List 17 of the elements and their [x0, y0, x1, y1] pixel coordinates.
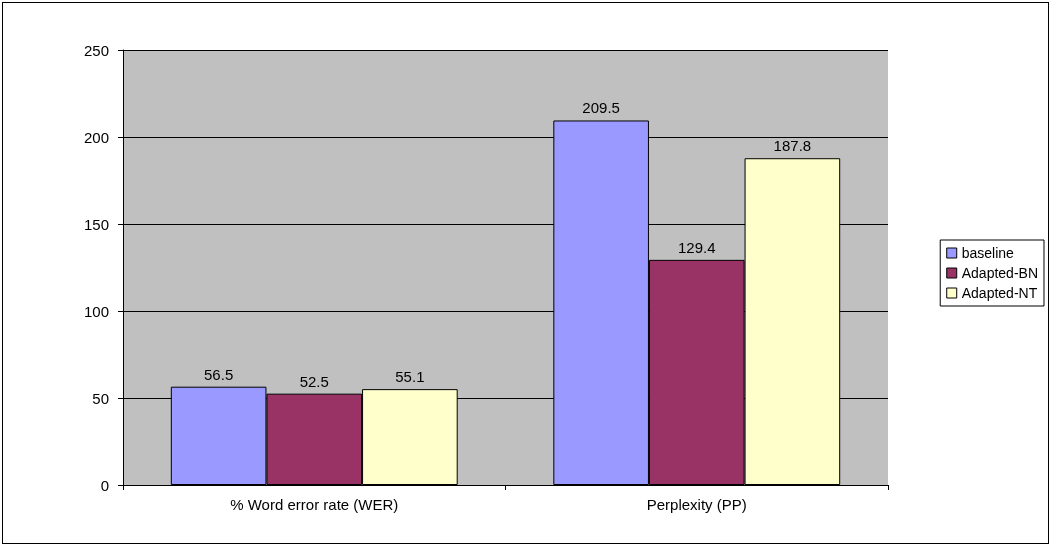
y-tick-label: 0	[100, 476, 109, 494]
y-tick-label: 50	[92, 389, 109, 407]
data-label: 129.4	[677, 238, 716, 256]
y-tick-label: 150	[83, 215, 109, 233]
x-tick-label: Perplexity (PP)	[646, 496, 747, 513]
data-label: 55.1	[395, 368, 425, 386]
y-tick-label: 200	[83, 128, 109, 146]
data-label: 209.5	[582, 99, 620, 117]
legend-label: Adapted-NT	[961, 285, 1038, 301]
y-tick-label: 250	[83, 41, 109, 59]
data-label: 187.8	[773, 137, 812, 155]
legend-label: baseline	[961, 245, 1015, 261]
data-label: 56.5	[204, 365, 234, 383]
legend-label: Adapted-BN	[961, 265, 1039, 281]
x-tick-label: % Word error rate (WER)	[230, 496, 399, 513]
y-tick-label: 100	[83, 302, 109, 320]
data-label: 52.5	[299, 372, 329, 390]
